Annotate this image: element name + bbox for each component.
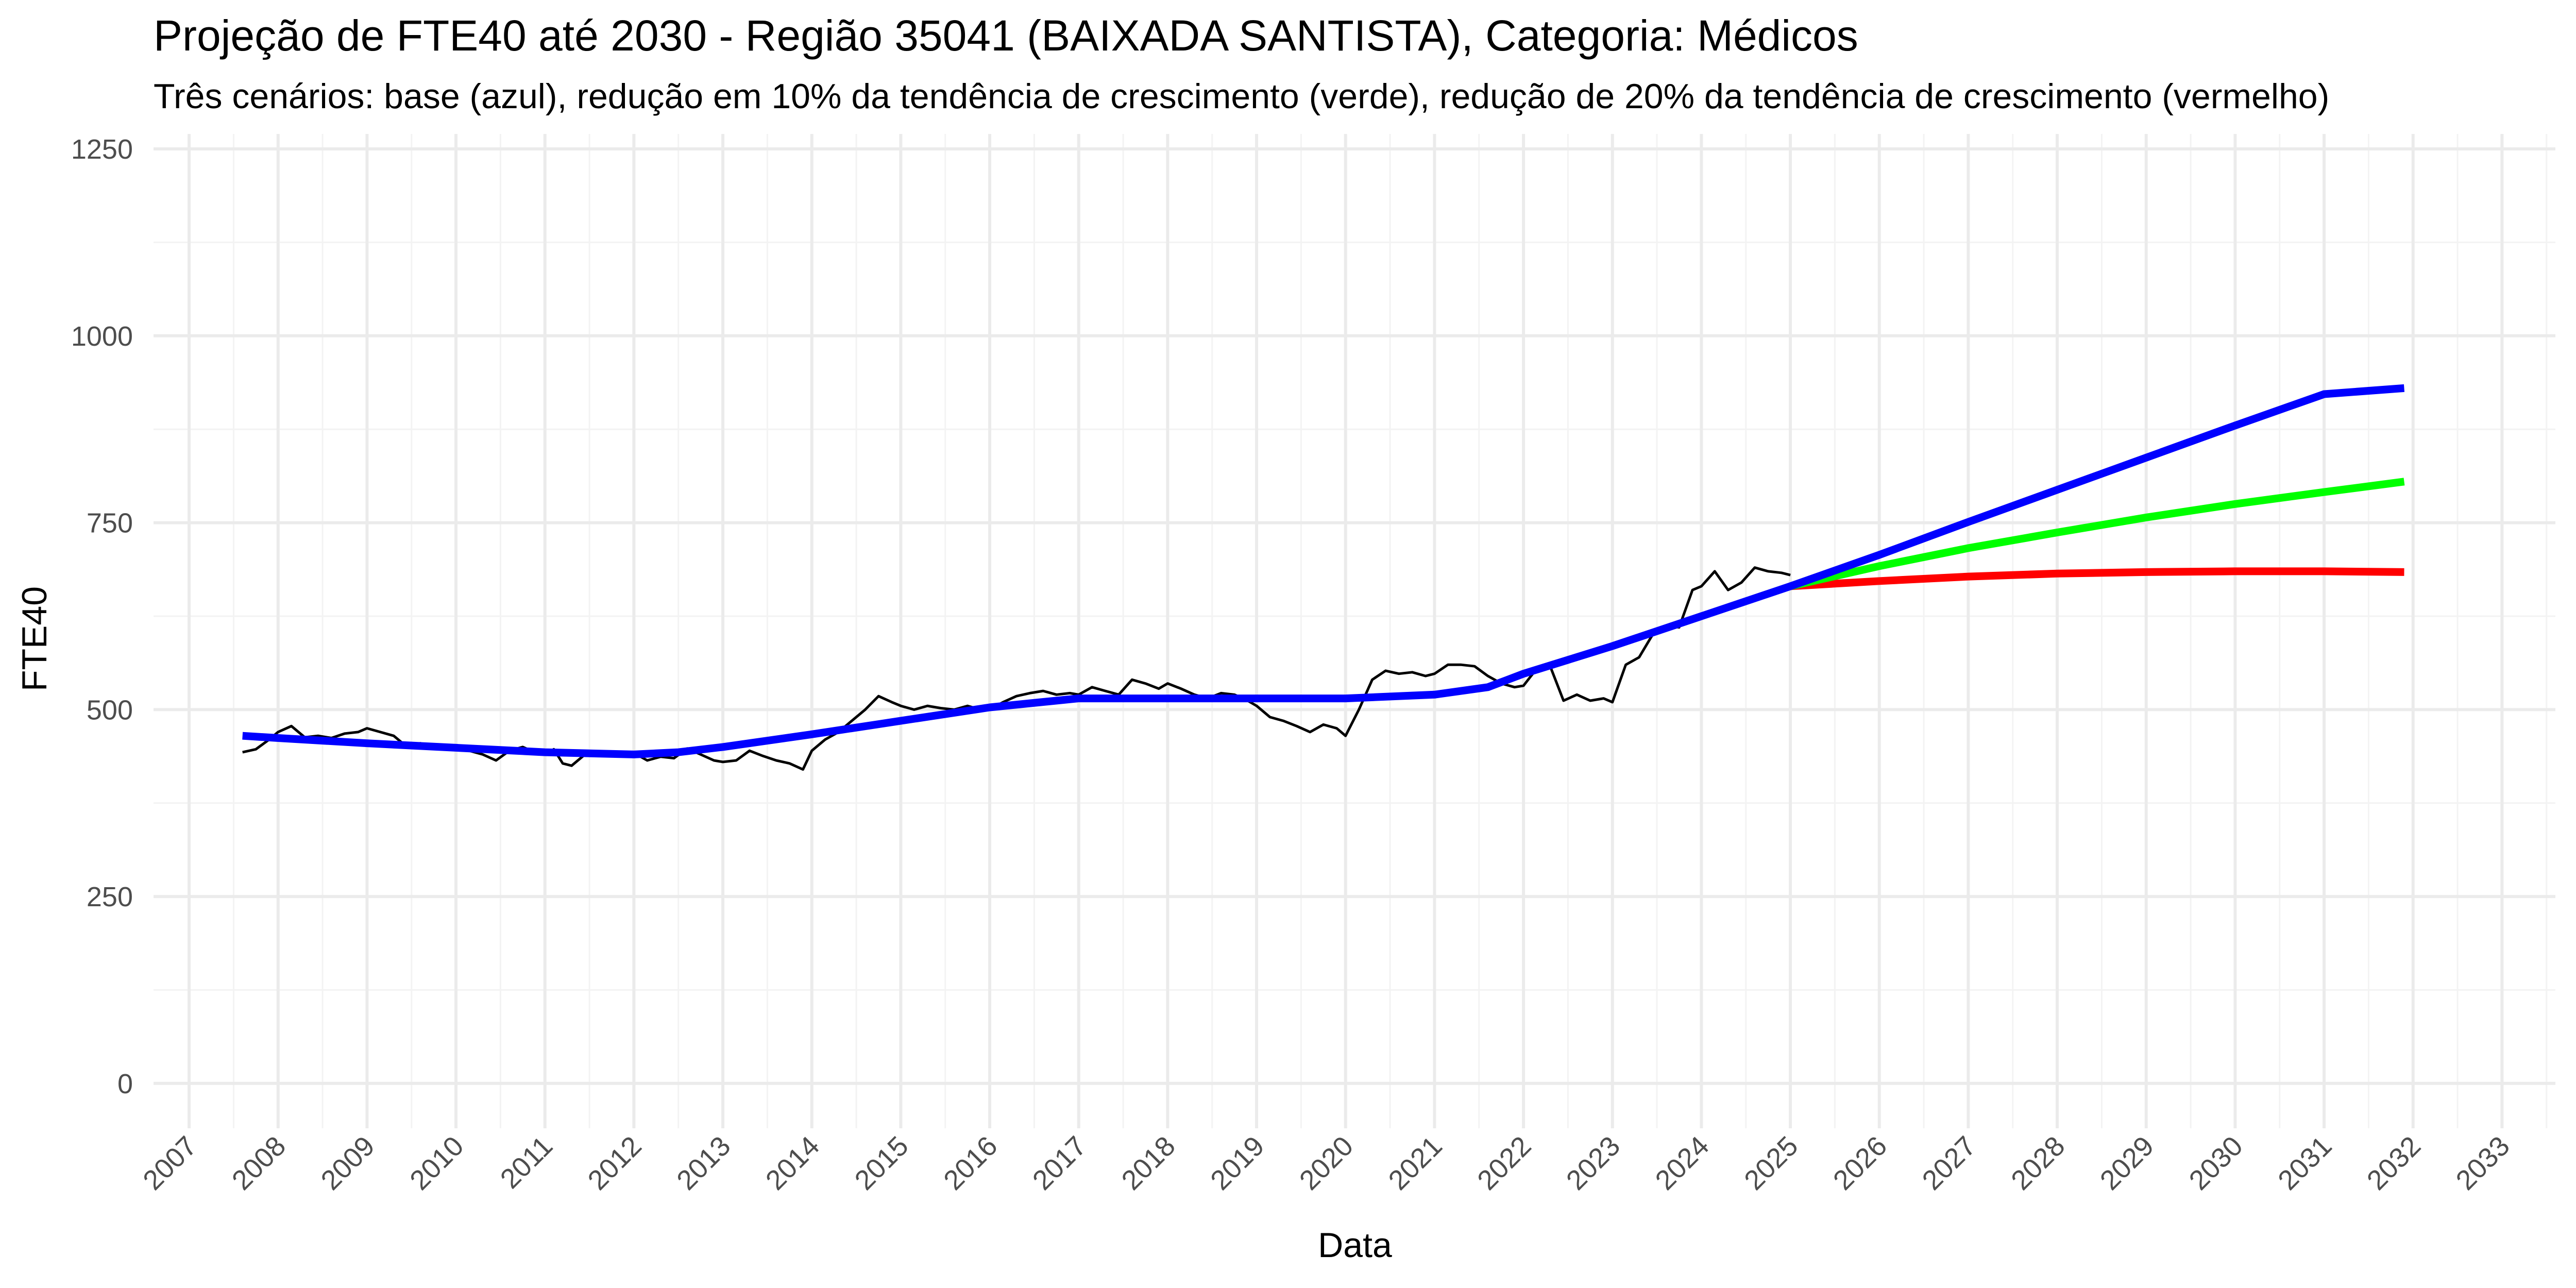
major-gridlines (154, 134, 2555, 1128)
y-tick-label-750: 750 (87, 508, 133, 539)
y-axis-title: FTE40 (15, 586, 54, 691)
chart-title: Projeção de FTE40 até 2030 - Região 3504… (154, 11, 1858, 60)
chart-subtitle: Três cenários: base (azul), redução em 1… (154, 77, 2329, 116)
series-line-base (242, 384, 2405, 758)
y-tick-label-1000: 1000 (71, 321, 133, 352)
series-layer (242, 384, 2405, 771)
y-tick-label-250: 250 (87, 882, 133, 912)
series-line-observed (242, 566, 1791, 771)
y-tick-label-500: 500 (87, 694, 133, 725)
y-tick-label-1250: 1250 (71, 134, 133, 165)
y-axis-ticks: 0 250 500 750 1000 1250 (71, 134, 133, 1099)
x-axis-title: Data (1318, 1226, 1392, 1265)
series-line-reduction_10 (1789, 478, 2405, 590)
series-line-reduction_20 (1790, 567, 2404, 590)
y-tick-label-0: 0 (117, 1069, 133, 1099)
minor-gridlines (154, 134, 2555, 1128)
